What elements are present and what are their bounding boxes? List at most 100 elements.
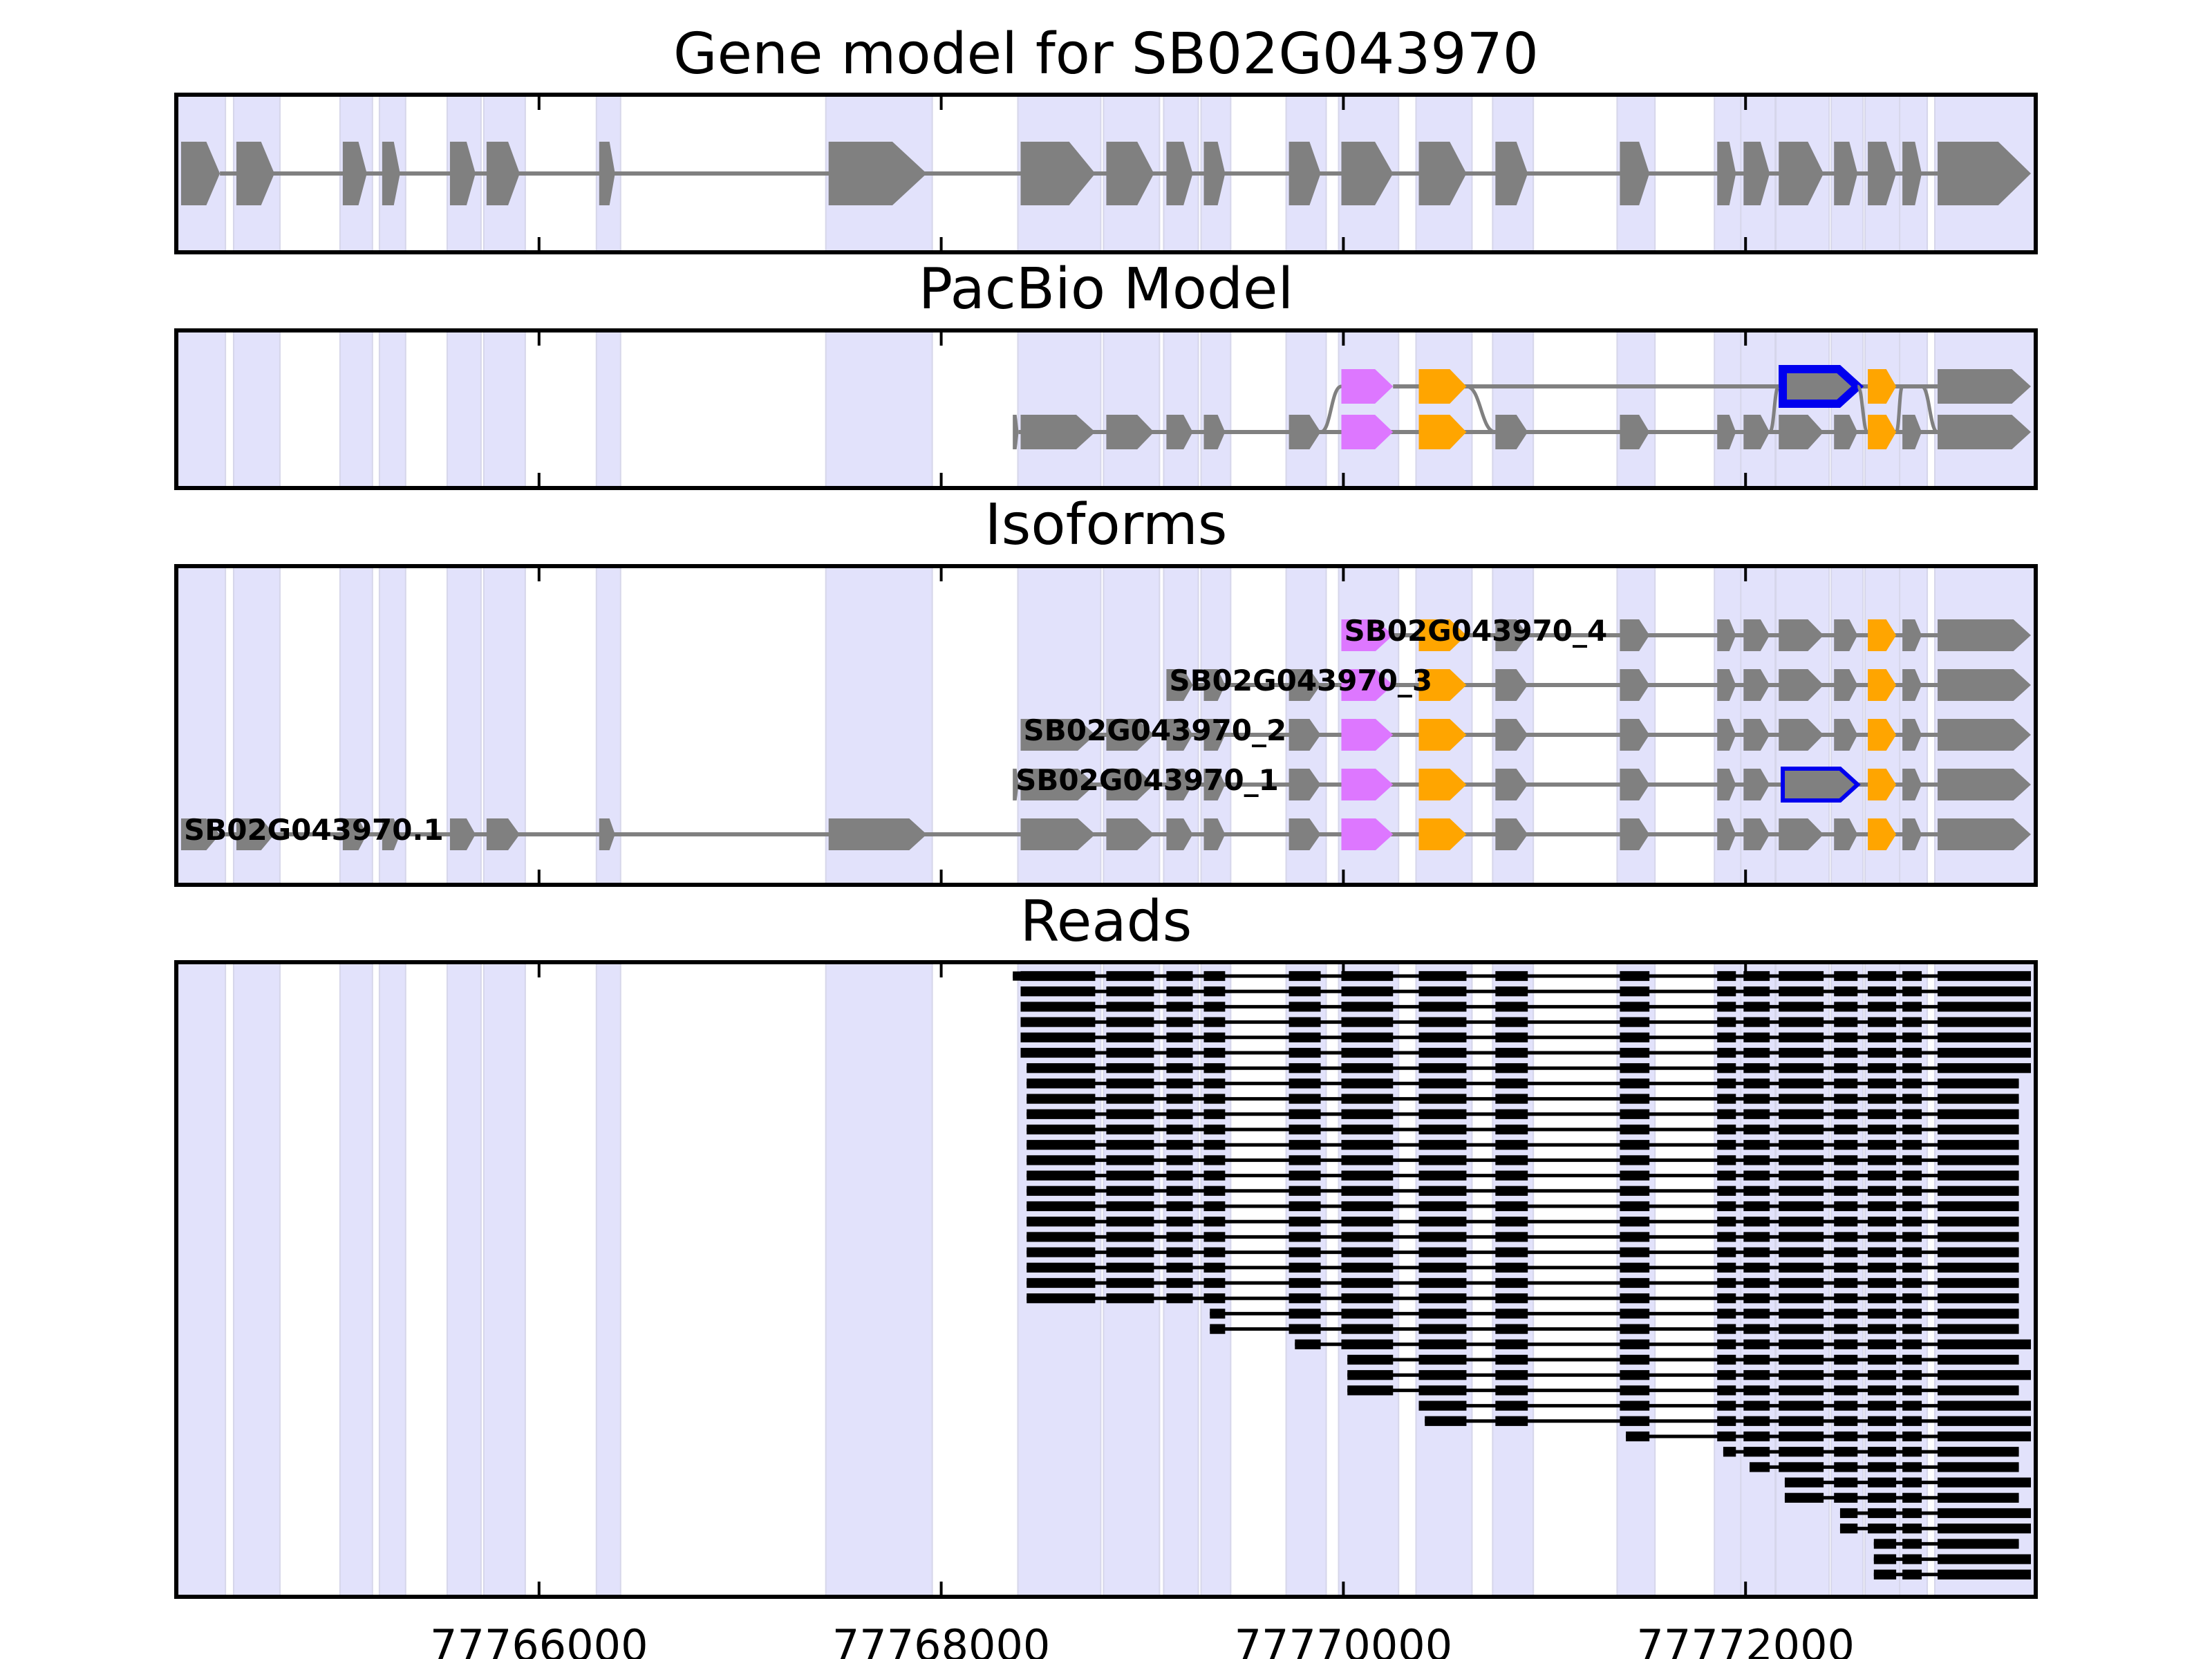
exon-arrow [1020,769,1096,800]
read-block [1495,1109,1528,1119]
read-block [1779,1431,1824,1442]
splice-connector [1920,384,1939,434]
read-block [1834,1247,1858,1257]
read-block [1868,1201,1897,1212]
read-block [1341,1017,1394,1027]
exon-arrow [1902,818,1922,850]
read-block [1620,1385,1650,1396]
read-block [1834,1462,1858,1472]
read-block [1868,1078,1897,1089]
read-block [1938,1447,2019,1457]
read-block [1418,1324,1467,1334]
exon-arrow [1288,669,1321,701]
read-block [1495,1140,1528,1150]
read-block [1779,1047,1824,1058]
exon-arrow [1868,818,1897,850]
read-block [1495,1078,1528,1089]
exon-band [378,962,406,1597]
read-block [1418,1232,1467,1242]
read-block [1902,1324,1922,1334]
read-block [1013,971,1029,981]
panel-title: Reads [1020,889,1192,955]
read-block [1938,1232,2019,1242]
read-block [1779,1170,1824,1181]
read-block [1868,1354,1897,1365]
read-block [1938,1078,2019,1089]
read-block [1717,1170,1736,1181]
read-block [1341,1185,1394,1196]
read-block [1418,1185,1467,1196]
read-block [1743,1232,1770,1242]
read-block [1743,1002,1770,1012]
exon-arrow [486,142,520,205]
read-block [1027,1232,1096,1242]
read-block [1938,1002,2032,1012]
exon-band [1492,330,1535,489]
read-block [1902,1447,1922,1457]
exon-arrow [1938,669,2032,701]
read-block [1743,1047,1770,1058]
read-block [1341,1124,1394,1135]
read-block [1717,1078,1736,1089]
exon-band [1740,330,1777,489]
read-block [1938,1400,2032,1411]
read-block [1495,1400,1528,1411]
read-block [1868,1447,1897,1457]
exon-arrow [1418,818,1467,850]
exon-arrow [1620,415,1650,449]
read-block [1717,1002,1736,1012]
exon-arrow [1495,818,1528,850]
read-block [1620,1170,1650,1181]
exon-arrow [1203,769,1226,800]
read-block [1834,1232,1858,1242]
exon-arrow [1779,142,1824,205]
read-block [1495,986,1528,997]
exon-arrow [1020,415,1096,449]
read-block [1027,1063,1096,1074]
read-block [1288,1293,1321,1304]
panel-frame [174,564,2038,887]
read-block [1418,1400,1467,1411]
read-block [1717,1032,1736,1042]
exon-band [1934,330,2038,489]
exon-band [378,330,406,489]
read-block [1834,1277,1858,1288]
read-block [1938,1247,2019,1257]
read-block [1784,1477,1824,1488]
read-block [1027,1124,1096,1135]
read-block [1495,1094,1528,1104]
read-block [1341,1247,1394,1257]
read-block [1620,1354,1650,1365]
read-block [1166,1078,1193,1089]
read-block [1868,1508,1897,1519]
read-block [1902,1400,1922,1411]
read-block [1203,971,1226,982]
read-block [1902,1354,1922,1365]
read-block [1938,1339,2032,1349]
read-block [1743,1354,1770,1365]
exon-band [1616,330,1656,489]
read-block [1418,1262,1467,1273]
read-block [1717,1201,1736,1212]
read-block [1834,971,1858,982]
read-block [1341,1094,1394,1104]
read-block [1288,1155,1321,1165]
read-block [1743,1370,1770,1380]
read-block [1418,1293,1467,1304]
read-block [1341,1002,1394,1012]
read-block [1902,1262,1922,1273]
x-tick-label: 77770000 [1235,1620,1453,1659]
read-block [1106,1047,1154,1058]
exon-arrow [382,818,400,850]
read-block [1106,1140,1154,1150]
read-block [1834,1370,1858,1380]
read-block [1418,1385,1467,1396]
panel-frame [174,960,2038,1599]
read-block [1938,1017,2032,1027]
read-block [1938,1416,2032,1426]
read-block [1717,1063,1736,1074]
read-block [1779,1078,1824,1089]
panel-0: Gene model for SB02G043970 [174,21,2038,254]
read-block [1288,1002,1321,1012]
read-block [1779,1017,1824,1027]
